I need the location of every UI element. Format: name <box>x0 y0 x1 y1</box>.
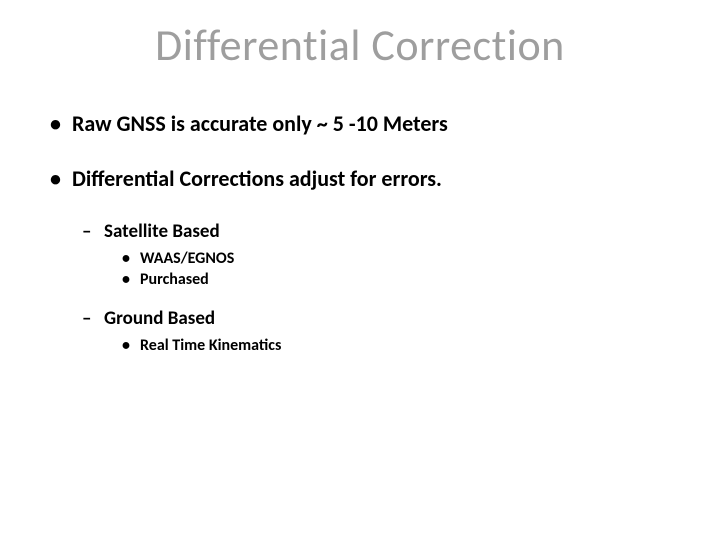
bullet-level2: Ground Based <box>82 307 680 330</box>
bullet-level3: WAAS/EGNOS <box>122 249 680 268</box>
bullet-level1: Raw GNSS is accurate only ~ 5 -10 Meters <box>50 110 680 137</box>
bullet-group: Ground Based Real Time Kinematics <box>40 307 680 355</box>
bullet-level2: Satellite Based <box>82 220 680 243</box>
bullet-group: Satellite Based WAAS/EGNOS Purchased <box>40 220 680 289</box>
bullet-level3: Purchased <box>122 270 680 289</box>
bullet-level3: Real Time Kinematics <box>122 336 680 355</box>
bullet-level1: Differential Corrections adjust for erro… <box>50 165 680 192</box>
slide-title: Differential Correction <box>40 18 680 72</box>
slide-container: Differential Correction Raw GNSS is accu… <box>0 0 720 540</box>
